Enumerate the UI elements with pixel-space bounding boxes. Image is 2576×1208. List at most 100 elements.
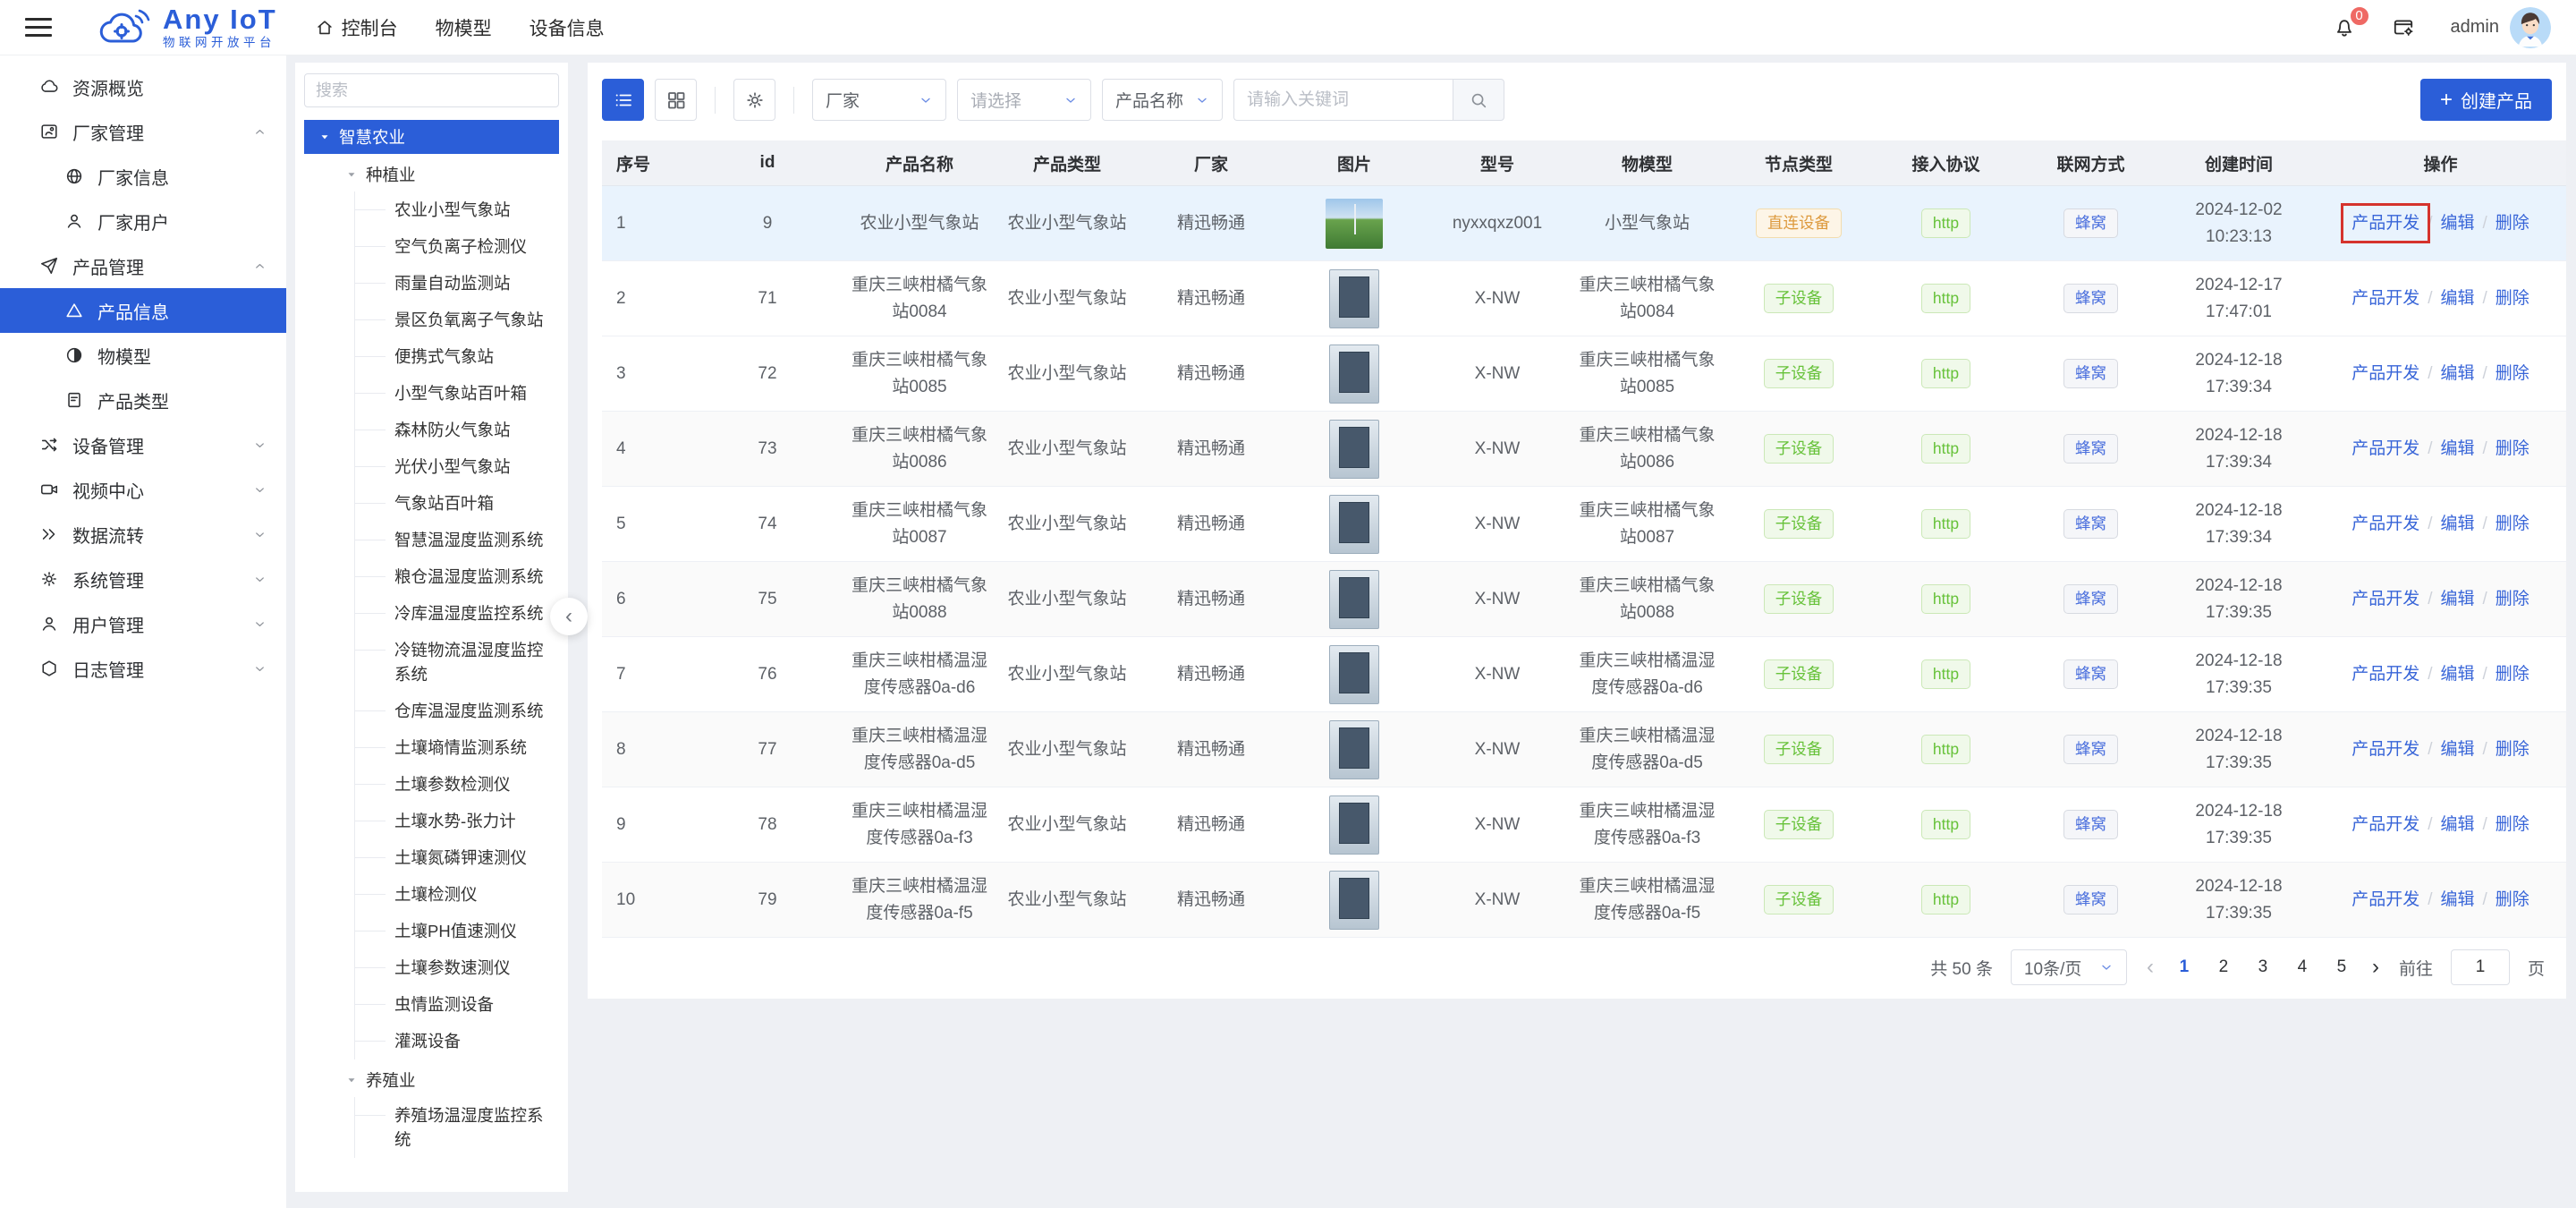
notification-bell-icon[interactable]: 0 (2333, 4, 2370, 39)
product-image[interactable] (1329, 644, 1379, 704)
tree-leaf[interactable]: 土壤水势-张力计 (355, 803, 559, 839)
goto-page-input[interactable] (2450, 949, 2510, 985)
tree-leaf[interactable]: 小型气象站百叶箱 (355, 375, 559, 412)
table-row[interactable]: 6 75 重庆三峡柑橘气象站0088 农业小型气象站 精迅畅通 X-NW 重庆三峡柑橘气象站… (602, 561, 2566, 637)
search-button[interactable] (1453, 79, 1504, 121)
tree-node-group[interactable]: 养殖业 (304, 1063, 559, 1097)
vendor-filter-select[interactable]: 厂家 (812, 79, 946, 121)
menu-toggle-icon[interactable] (25, 18, 52, 37)
action-delete[interactable]: 删除 (2495, 514, 2529, 533)
tree-leaf[interactable]: 土壤参数速测仪 (355, 949, 559, 986)
tree-leaf[interactable]: 土壤墒情监测系统 (355, 729, 559, 766)
product-image[interactable] (1329, 268, 1379, 328)
table-row[interactable]: 8 77 重庆三峡柑橘温湿度传感器0a-d5 农业小型气象站 精迅畅通 X-NW 重庆三峡柑… (602, 711, 2566, 787)
table-row[interactable]: 5 74 重庆三峡柑橘气象站0087 农业小型气象站 精迅畅通 X-NW 重庆三峡柑橘气象站… (602, 486, 2566, 562)
action-product-develop[interactable]: 产品开发 (2351, 889, 2420, 909)
action-edit[interactable]: 编辑 (2440, 514, 2475, 533)
table-row[interactable]: 2 71 重庆三峡柑橘气象站0084 农业小型气象站 精迅畅通 X-NW 重庆三峡柑橘气象站… (602, 260, 2566, 336)
action-edit[interactable]: 编辑 (2440, 889, 2475, 909)
tree-leaf[interactable]: 土壤PH值速测仪 (355, 913, 559, 949)
tree-leaf[interactable]: 景区负氧离子气象站 (355, 302, 559, 338)
sidebar-item[interactable]: 产品信息 (0, 288, 286, 333)
table-row[interactable]: 3 72 重庆三峡柑橘气象站0085 农业小型气象站 精迅畅通 X-NW 重庆三峡柑橘气象站… (602, 336, 2566, 412)
action-edit[interactable]: 编辑 (2440, 438, 2475, 458)
sidebar-item[interactable]: 设备管理 (0, 422, 286, 467)
list-view-button[interactable] (602, 79, 644, 121)
sidebar-item[interactable]: 厂家信息 (0, 154, 286, 199)
task-panel-icon[interactable] (2392, 16, 2415, 39)
sidebar-item[interactable]: 视频中心 (0, 467, 286, 512)
product-image[interactable] (1329, 344, 1379, 404)
sidebar-item[interactable]: 产品类型 (0, 378, 286, 422)
sidebar-item[interactable]: 系统管理 (0, 557, 286, 601)
tree-leaf[interactable]: 虫情监测设备 (355, 986, 559, 1023)
tree-leaf[interactable]: 养殖场温湿度监控系统 (355, 1097, 559, 1158)
tree-leaf[interactable]: 气象站百叶箱 (355, 485, 559, 522)
action-delete[interactable]: 删除 (2495, 664, 2529, 684)
sidebar-item[interactable]: 厂家管理 (0, 109, 286, 154)
page-number[interactable]: 1 (2179, 957, 2190, 976)
action-edit[interactable]: 编辑 (2440, 589, 2475, 608)
sidebar-item[interactable]: 日志管理 (0, 646, 286, 691)
action-edit[interactable]: 编辑 (2440, 288, 2475, 308)
tree-leaf[interactable]: 灌溉设备 (355, 1023, 559, 1059)
tree-leaf[interactable]: 土壤检测仪 (355, 876, 559, 913)
page-number[interactable]: 3 (2258, 957, 2268, 976)
tree-leaf[interactable]: 农业小型气象站 (355, 191, 559, 228)
tree-leaf[interactable]: 雨量自动监测站 (355, 265, 559, 302)
action-product-develop[interactable]: 产品开发 (2351, 589, 2420, 608)
action-delete[interactable]: 删除 (2495, 739, 2529, 759)
nav-item-2[interactable]: 设备信息 (530, 14, 605, 41)
sidebar-item[interactable]: 厂家用户 (0, 199, 286, 243)
panel-collapse-button[interactable]: ‹ (550, 598, 588, 635)
product-image[interactable] (1329, 719, 1379, 779)
sidebar-item[interactable]: 数据流转 (0, 512, 286, 557)
action-product-develop[interactable]: 产品开发 (2351, 514, 2420, 533)
page-size-select[interactable]: 10条/页 (2010, 949, 2127, 985)
action-delete[interactable]: 删除 (2495, 589, 2529, 608)
tree-node-group[interactable]: 种植业 (304, 157, 559, 191)
action-delete[interactable]: 删除 (2495, 814, 2529, 834)
page-number[interactable]: 5 (2336, 957, 2347, 976)
action-delete[interactable]: 删除 (2495, 213, 2529, 233)
tree-leaf[interactable]: 仓库温湿度监测系统 (355, 693, 559, 729)
user-menu[interactable]: admin (2451, 6, 2551, 48)
sidebar-item[interactable]: 资源概览 (0, 64, 286, 109)
tree-leaf[interactable]: 森林防火气象站 (355, 412, 559, 448)
nav-item-0[interactable]: 控制台 (315, 14, 398, 41)
keyword-input[interactable] (1233, 79, 1453, 121)
sidebar-item[interactable]: 物模型 (0, 333, 286, 378)
tree-leaf[interactable]: 土壤参数检测仪 (355, 766, 559, 803)
vendor-value-select[interactable]: 请选择 (957, 79, 1091, 121)
table-row[interactable]: 4 73 重庆三峡柑橘气象站0086 农业小型气象站 精迅畅通 X-NW 重庆三峡柑橘气象站… (602, 411, 2566, 487)
action-edit[interactable]: 编辑 (2440, 363, 2475, 383)
product-image[interactable] (1329, 494, 1379, 554)
next-page-button[interactable]: › (2371, 955, 2379, 979)
tree-node-root[interactable]: 智慧农业 (304, 120, 559, 154)
action-product-develop[interactable]: 产品开发 (2351, 363, 2420, 383)
tree-leaf[interactable]: 光伏小型气象站 (355, 448, 559, 485)
page-number[interactable]: 2 (2218, 957, 2229, 976)
table-row[interactable]: 10 79 重庆三峡柑橘温湿度传感器0a-f5 农业小型气象站 精迅畅通 X-NW 重庆三峡… (602, 862, 2566, 938)
action-edit[interactable]: 编辑 (2440, 213, 2475, 233)
prev-page-button[interactable]: ‹ (2146, 955, 2154, 979)
tree-leaf[interactable]: 智慧温湿度监测系统 (355, 522, 559, 558)
page-number[interactable]: 4 (2297, 957, 2308, 976)
action-product-develop[interactable]: 产品开发 (2351, 739, 2420, 759)
action-product-develop[interactable]: 产品开发 (2351, 438, 2420, 458)
product-image[interactable] (1329, 569, 1379, 629)
tree-leaf[interactable]: 空气负离子检测仪 (355, 228, 559, 265)
product-image[interactable] (1329, 795, 1379, 855)
search-field-select[interactable]: 产品名称 (1102, 79, 1223, 121)
action-product-develop[interactable]: 产品开发 (2351, 664, 2420, 684)
action-delete[interactable]: 删除 (2495, 288, 2529, 308)
table-row[interactable]: 9 78 重庆三峡柑橘温湿度传感器0a-f3 农业小型气象站 精迅畅通 X-NW 重庆三峡柑… (602, 787, 2566, 863)
create-product-button[interactable]: + 创建产品 (2419, 79, 2552, 121)
sidebar-item[interactable]: 产品管理 (0, 243, 286, 288)
product-image[interactable] (1329, 870, 1379, 930)
action-product-develop[interactable]: 产品开发 (2351, 814, 2420, 834)
action-product-develop[interactable]: 产品开发 (2351, 288, 2420, 308)
action-edit[interactable]: 编辑 (2440, 664, 2475, 684)
table-row[interactable]: 1 9 农业小型气象站 农业小型气象站 精迅畅通 nyxxqxz001 小型气象站 直连设备 h… (602, 185, 2566, 261)
column-settings-button[interactable] (733, 79, 775, 121)
